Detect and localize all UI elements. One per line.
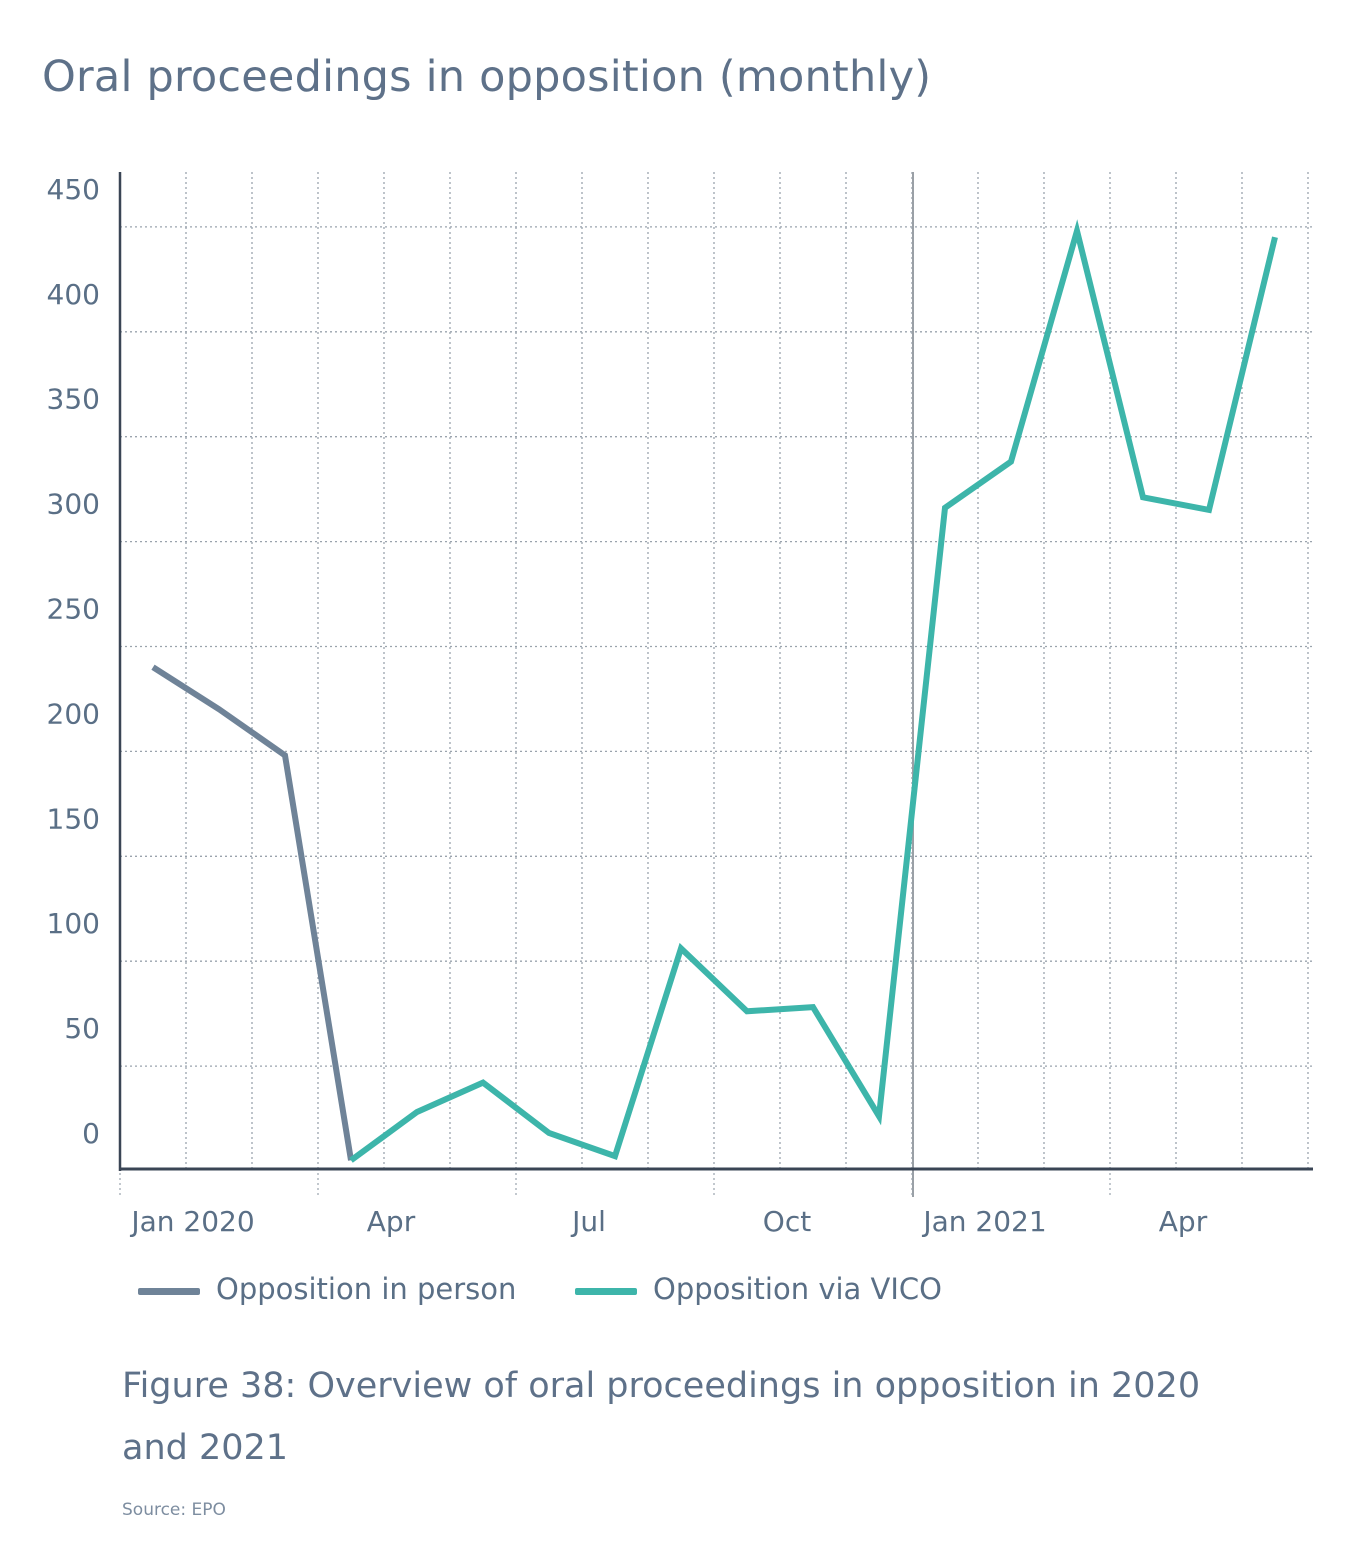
y-tick-label: 150 [47,802,100,835]
series-line-vico [349,219,1278,1163]
axes [118,172,1313,1195]
y-tick-label: 350 [47,383,100,416]
x-tick-label: Apr [1159,1205,1208,1238]
y-tick-label: 50 [64,1012,100,1045]
y-tick-label: 400 [47,278,100,311]
series-line-person [151,664,354,1161]
legend-swatch-vico [575,1288,637,1295]
x-tick-label: Jan 2020 [129,1205,254,1238]
x-tick-label: Oct [763,1205,811,1238]
series-lines [151,219,1278,1163]
chart-title: Oral proceedings in opposition (monthly) [42,52,932,102]
figure-caption: Figure 38: Overview of oral proceedings … [122,1366,1201,1468]
y-tick-label: 300 [47,488,100,521]
x-tick-label: Jul [570,1205,606,1238]
x-tick-labels: Jan 2020 Apr Jul Oct Jan 2021 Apr [129,1205,1207,1238]
y-tick-label: 100 [47,907,100,940]
legend-label-vico: Opposition via VICO [653,1272,942,1306]
y-tick-label: 200 [47,697,100,730]
y-tick-label: 450 [47,173,100,206]
x-tick-label: Apr [367,1205,416,1238]
legend-label-person: Opposition in person [216,1272,517,1306]
y-tick-label: 0 [82,1117,100,1150]
source-note: Source: EPO [122,1500,226,1520]
y-tick-labels: 0 50 100 150 200 250 300 350 400 450 [47,173,100,1150]
x-tick-label: Jan 2021 [921,1205,1046,1238]
y-tick-label: 250 [47,593,100,626]
grid [120,172,1313,1169]
legend-swatch-person [138,1288,200,1295]
